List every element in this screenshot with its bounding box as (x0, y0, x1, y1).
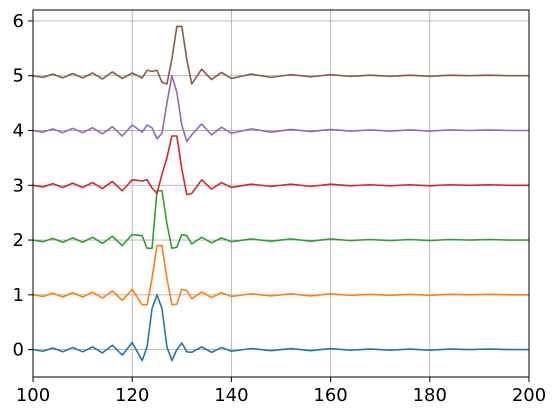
plot-area-frame (33, 10, 529, 377)
x-tick-label: 120 (115, 385, 149, 406)
grid (33, 10, 529, 377)
y-tick-label: 3 (13, 175, 24, 196)
y-tick-label: 5 (13, 66, 24, 87)
x-tick-label: 160 (313, 385, 347, 406)
x-tick-label: 140 (214, 385, 248, 406)
y-tick-label: 4 (13, 121, 24, 142)
series-line-0 (33, 295, 529, 361)
series-line-2 (33, 191, 529, 249)
y-tick-label: 0 (13, 340, 24, 361)
y-tick-label: 2 (13, 230, 24, 251)
y-tick-label: 1 (13, 285, 24, 306)
y-tick-label: 6 (13, 11, 24, 32)
series-line-1 (33, 246, 529, 305)
x-tick-label: 100 (16, 385, 50, 406)
x-tick-label: 180 (413, 385, 447, 406)
series-line-5 (33, 26, 529, 84)
series-line-4 (33, 76, 529, 142)
series-line-3 (33, 136, 529, 195)
series-group (33, 26, 529, 360)
x-tick-label: 200 (512, 385, 546, 406)
